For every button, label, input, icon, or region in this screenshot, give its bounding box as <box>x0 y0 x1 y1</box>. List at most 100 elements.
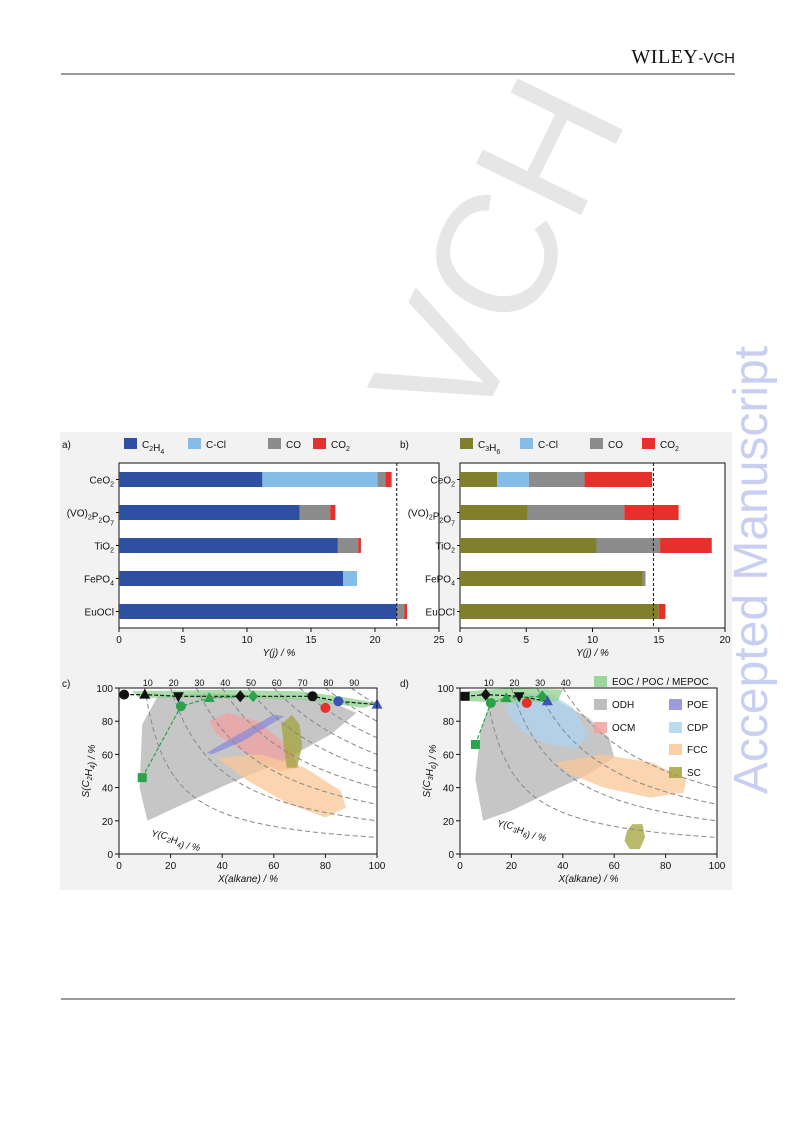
y-tick-label: 60 <box>102 750 114 761</box>
iso-yield-label: 20 <box>169 678 179 688</box>
iso-yield-curve <box>195 688 377 805</box>
legend-swatch <box>669 767 682 778</box>
iso-yield-label: 50 <box>246 678 256 688</box>
data-point <box>541 695 553 706</box>
panel-label: d) <box>400 679 409 690</box>
bar-segment <box>528 472 585 487</box>
bar-segment <box>584 472 653 487</box>
category-label: CeO2 <box>90 476 115 489</box>
y-tick-label: 40 <box>102 784 114 795</box>
iso-yield-axis-label: Y(C3H6) / % <box>495 818 548 844</box>
x-tick-label: 5 <box>180 635 186 646</box>
legend-swatch <box>590 438 603 449</box>
iso-yield-label: 30 <box>535 678 545 688</box>
x-tick-label: 60 <box>268 861 280 872</box>
bar-segment <box>358 538 361 553</box>
region-fcc <box>555 754 687 798</box>
data-point <box>480 688 491 701</box>
legend-swatch <box>460 438 473 449</box>
legend-swatch <box>669 699 682 710</box>
bar-segment <box>119 505 300 520</box>
bar-segment <box>396 604 405 619</box>
footer-rule <box>61 998 735 1000</box>
legend-label: CO <box>608 440 623 451</box>
data-point <box>235 690 246 703</box>
iso-yield-label: 10 <box>484 678 494 688</box>
legend-swatch <box>124 438 137 449</box>
legend-label: FCC <box>687 745 708 756</box>
y-tick-label: 20 <box>443 817 455 828</box>
legend-label: C2H4 <box>142 440 164 456</box>
iso-yield-label: 30 <box>194 678 204 688</box>
panel-label: a) <box>62 440 71 451</box>
data-point <box>460 691 470 701</box>
iso-yield-curve <box>273 688 377 755</box>
x-tick-label: 40 <box>217 861 229 872</box>
x-tick-label: 100 <box>369 861 386 872</box>
y-tick-label: 80 <box>102 717 114 728</box>
bar-segment <box>497 472 529 487</box>
legend-label: EOC / POC / MEPOC <box>612 677 709 688</box>
y-tick-label: 80 <box>443 717 455 728</box>
x-axis-label: Y(j) / % <box>576 648 609 659</box>
x-tick-label: 20 <box>165 861 177 872</box>
legend-label: CDP <box>687 723 708 734</box>
legend-label: SC <box>687 768 701 779</box>
data-point <box>521 697 532 708</box>
trend-line-green <box>474 695 543 745</box>
legend-swatch <box>669 744 682 755</box>
iso-yield-curve <box>510 688 717 822</box>
panel-label: c) <box>62 679 70 690</box>
bar-segment <box>377 472 386 487</box>
bar-segment <box>404 604 407 619</box>
x-tick-label: 20 <box>369 635 381 646</box>
legend-label: OCM <box>612 723 635 734</box>
x-tick-label: 10 <box>241 635 253 646</box>
x-tick-label: 60 <box>609 861 621 872</box>
x-tick-label: 15 <box>653 635 665 646</box>
bar-segment <box>460 505 528 520</box>
bar-segment <box>262 472 378 487</box>
x-axis-label: Y(j) / % <box>263 648 296 659</box>
category-label: EuOCl <box>426 608 455 619</box>
bar-segment <box>660 538 712 553</box>
data-point <box>320 702 331 713</box>
panel-label: b) <box>400 440 409 451</box>
y-tick-label: 40 <box>443 784 455 795</box>
data-point <box>175 701 186 712</box>
iso-yield-curve <box>221 688 377 789</box>
bar-segment <box>119 571 343 586</box>
x-tick-label: 25 <box>433 635 445 646</box>
figure: a) C2H4 C-Cl CO CO2 CeO2 (VO)2P2O7 TiO2 FePO4 EuO… <box>60 432 732 890</box>
category-label: TiO2 <box>94 542 114 555</box>
data-point <box>333 696 344 707</box>
publisher-logo: WILEY-VCH <box>631 46 735 69</box>
category-label: EuOCl <box>85 608 114 619</box>
data-point <box>470 739 480 749</box>
bar-segment <box>624 505 679 520</box>
legend-swatch <box>594 722 607 733</box>
x-tick-label: 0 <box>116 635 122 646</box>
publisher-name: WILEY <box>631 46 699 68</box>
figure-svg: a) C2H4 C-Cl CO CO2 CeO2 (VO)2P2O7 TiO2 FePO4 EuO… <box>62 438 731 885</box>
plot-frame <box>459 687 718 855</box>
iso-yield-curve <box>562 688 717 789</box>
iso-yield-label: 70 <box>298 678 308 688</box>
legend-label: C-Cl <box>206 440 226 451</box>
y-axis-label: S(C3H6) / % <box>422 744 439 797</box>
bar-segment <box>385 472 392 487</box>
iso-yield-curve <box>325 688 377 722</box>
bar-segment <box>642 571 646 586</box>
iso-yield-label: 20 <box>509 678 519 688</box>
data-point <box>139 688 151 699</box>
bar-segment <box>343 571 358 586</box>
watermark-accepted-manuscript: Accepted Manuscript <box>725 345 778 795</box>
legend-label: CO <box>286 440 301 451</box>
data-point <box>485 697 496 708</box>
bar-segment <box>460 571 643 586</box>
y-axis-label: S(C2H4) / % <box>81 744 98 797</box>
data-point <box>307 691 318 702</box>
legend-label: POE <box>687 700 708 711</box>
iso-yield-label: 40 <box>561 678 571 688</box>
data-point <box>500 691 512 702</box>
